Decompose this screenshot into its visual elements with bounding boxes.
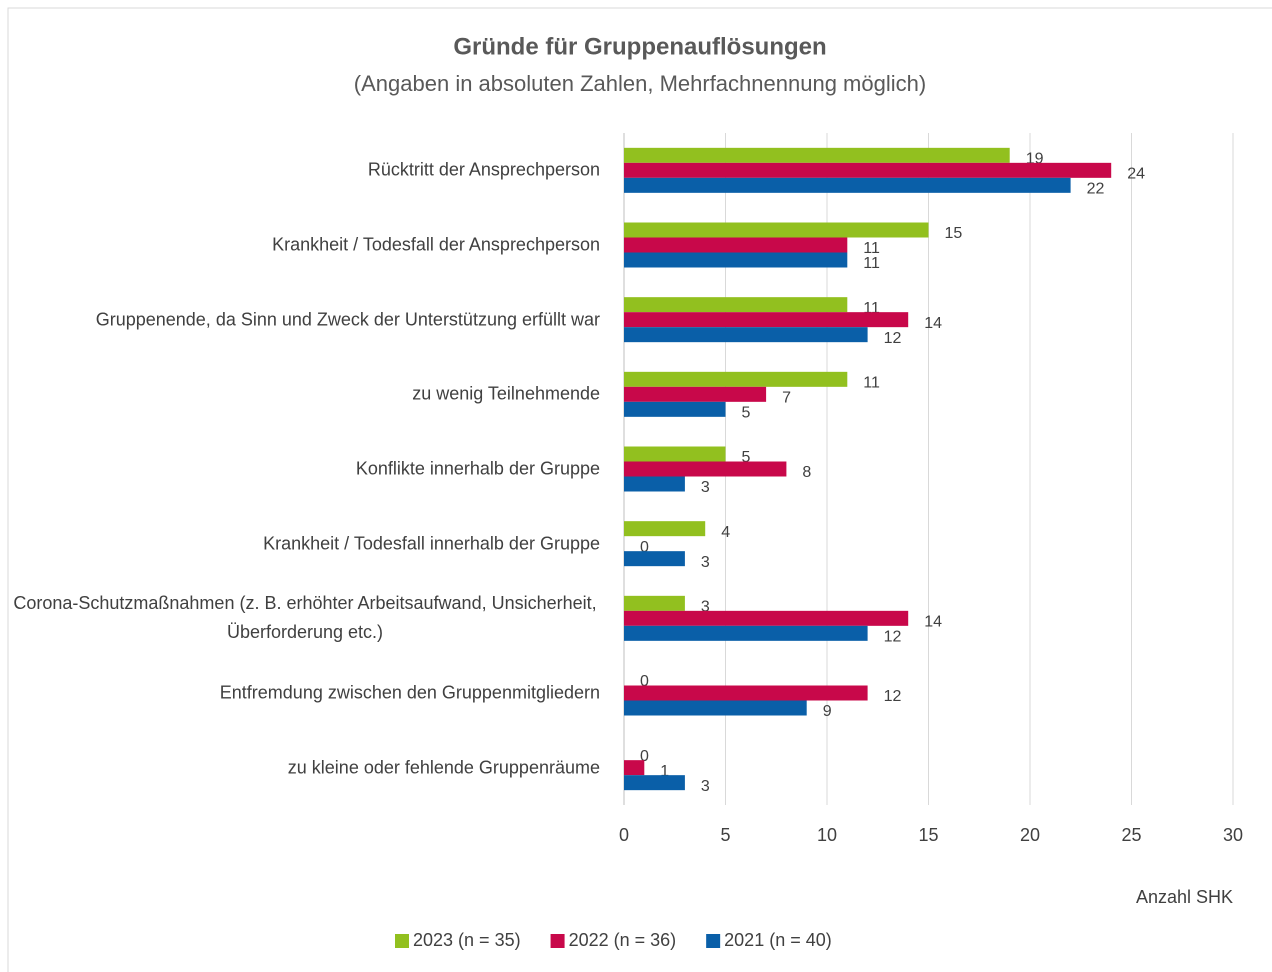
y-tick-label: Konflikte innerhalb der Gruppe [355, 458, 600, 479]
data-label: 14 [924, 614, 942, 631]
x-tick-label: 10 [817, 825, 837, 845]
data-label: 5 [742, 449, 751, 466]
data-label: 14 [924, 315, 942, 332]
bar [624, 312, 909, 328]
data-label: 4 [721, 524, 730, 541]
data-label: 12 [884, 688, 902, 705]
category-label-box: Krankheit / Todesfall der Ansprechperson [272, 231, 600, 260]
y-tick-label: Krankheit / Todesfall innerhalb der Grup… [263, 533, 600, 554]
data-label: 12 [884, 629, 902, 646]
legend-label: 2023 (n = 35) [413, 930, 521, 950]
chart-subtitle: (Angaben in absoluten Zahlen, Mehrfachne… [354, 71, 926, 96]
data-label: 0 [640, 673, 649, 690]
data-label: 7 [782, 390, 791, 407]
category-label-box: zu wenig Teilnehmende [412, 380, 600, 409]
data-label: 15 [945, 225, 963, 242]
bar [624, 760, 645, 776]
bar [624, 177, 1071, 193]
y-tick-label: Entfremdung zwischen den Gruppenmitglied… [219, 682, 600, 703]
bar [624, 222, 929, 238]
x-tick-label: 25 [1121, 825, 1141, 845]
bar [624, 610, 909, 626]
y-tick-label: Gruppenende, da Sinn und Zweck der Unter… [95, 309, 600, 330]
data-label: 11 [863, 255, 880, 272]
y-tick-label: zu wenig Teilnehmende [412, 383, 600, 404]
category-label-box: Krankheit / Todesfall innerhalb der Grup… [263, 529, 600, 558]
bar [624, 252, 848, 268]
x-axis-title: Anzahl SHK [1136, 887, 1233, 907]
bar [624, 551, 685, 567]
category-label-box: zu kleine oder fehlende Gruppenräume [288, 753, 600, 782]
data-label: 12 [884, 330, 902, 347]
category-label-box: Corona-Schutzmaßnahmen (z. B. erhöhter A… [10, 589, 600, 647]
bar [624, 446, 726, 462]
legend-label: 2022 (n = 36) [569, 930, 677, 950]
bar [624, 476, 685, 492]
bar [624, 461, 787, 477]
y-tick-label: Corona-Schutzmaßnahmen (z. B. erhöhter A… [13, 593, 597, 643]
data-label: 3 [701, 479, 710, 496]
bar [624, 327, 868, 343]
data-label: 1 [660, 763, 669, 780]
data-label: 11 [863, 375, 880, 392]
legend-swatch [550, 934, 565, 948]
bar [624, 297, 848, 313]
category-label-box: Gruppenende, da Sinn und Zweck der Unter… [96, 305, 600, 334]
bar [624, 162, 1112, 178]
data-label: 0 [640, 748, 649, 765]
bar [624, 401, 726, 417]
x-tick-label: 0 [619, 825, 629, 845]
bar [624, 147, 1010, 163]
data-label: 22 [1087, 181, 1105, 198]
chart-border [7, 7, 1272, 972]
data-label: 3 [701, 778, 710, 795]
data-label: 11 [863, 240, 880, 257]
bar [624, 371, 848, 387]
bar [624, 625, 868, 641]
x-tick-label: 15 [918, 825, 938, 845]
bar [624, 521, 706, 537]
data-label: 3 [701, 554, 710, 571]
y-tick-label: Krankheit / Todesfall der Ansprechperson [272, 234, 600, 255]
data-label: 24 [1127, 166, 1145, 183]
data-label: 5 [742, 405, 751, 422]
data-label: 8 [802, 464, 811, 481]
data-label: 0 [640, 539, 649, 556]
y-tick-label: zu kleine oder fehlende Gruppenräume [287, 757, 600, 778]
bar [624, 775, 685, 791]
x-tick-label: 20 [1020, 825, 1040, 845]
legend-swatch [395, 934, 409, 948]
legend-label: 2021 (n = 40) [724, 930, 832, 950]
x-tick-label: 30 [1223, 825, 1243, 845]
x-tick-label: 5 [720, 825, 730, 845]
bar [624, 595, 685, 611]
bar [624, 237, 848, 253]
category-label-box: Entfremdung zwischen den Gruppenmitglied… [220, 679, 600, 708]
legend-swatch [706, 934, 721, 948]
bar [624, 700, 807, 716]
data-label: 3 [701, 599, 710, 616]
chart-title: Gründe für Gruppenauflösungen [453, 33, 826, 60]
category-label-box: Konflikte innerhalb der Gruppe [356, 455, 600, 484]
data-label: 9 [823, 703, 832, 720]
bar [624, 685, 868, 701]
category-label-box: Rücktritt der Ansprechperson [368, 156, 600, 185]
y-tick-label: Rücktritt der Ansprechperson [367, 159, 600, 180]
bar [624, 386, 767, 402]
